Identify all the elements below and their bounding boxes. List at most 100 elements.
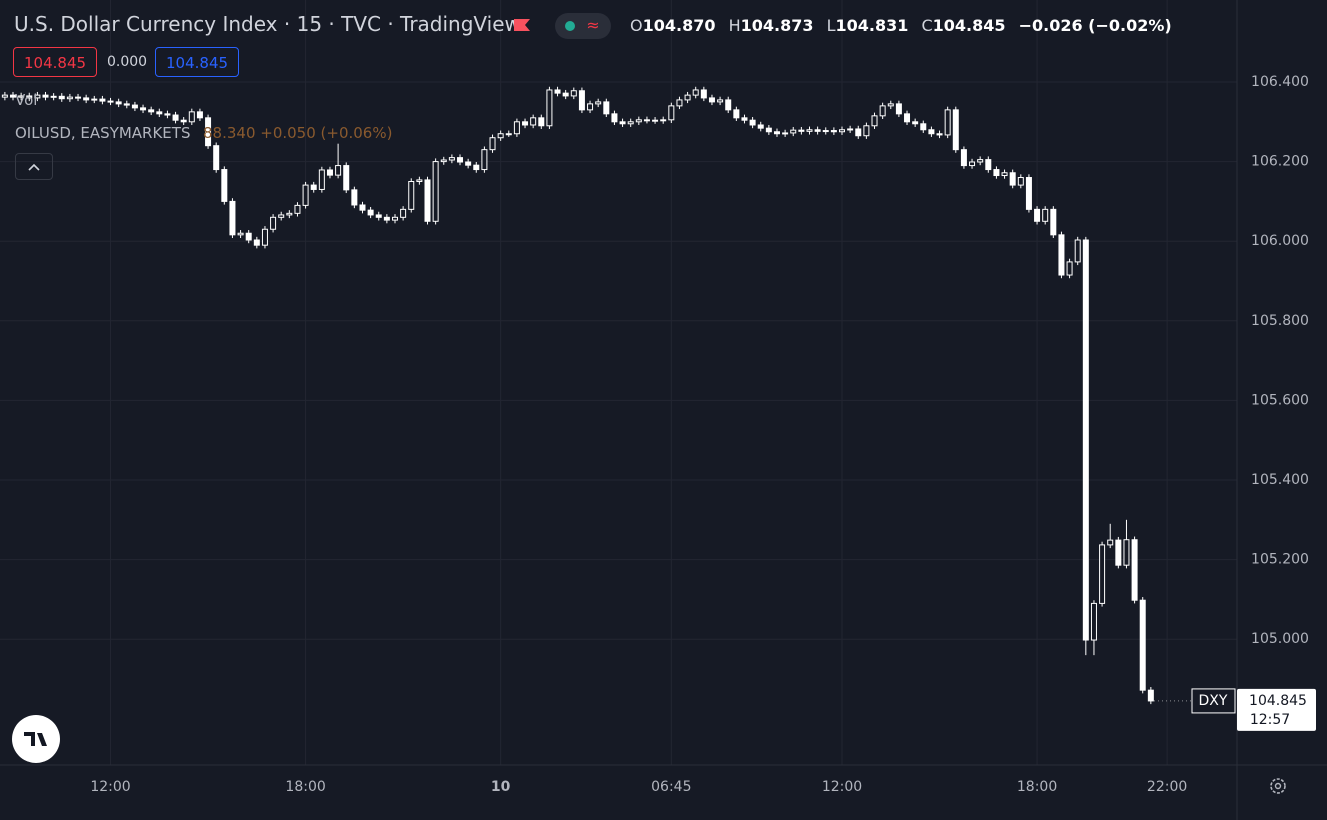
collapse-button[interactable]: [15, 153, 53, 180]
candle-body: [530, 117, 537, 126]
legend-key: H: [728, 16, 741, 35]
candle-body: [205, 117, 212, 147]
candle-body: [627, 121, 634, 125]
candle-body: [692, 89, 699, 96]
buy-button[interactable]: 104.845: [155, 47, 240, 77]
candle-body: [611, 113, 618, 123]
candle-body: [765, 127, 772, 133]
candle-body: [603, 101, 610, 115]
candle-body: [782, 132, 789, 135]
candle-body: [66, 96, 73, 100]
candle-body: [140, 107, 147, 111]
status-pill[interactable]: ≈: [555, 13, 611, 39]
candle-body: [960, 149, 967, 167]
candle-body: [75, 96, 82, 99]
candle-body: [1123, 539, 1130, 566]
candle-body: [977, 159, 984, 163]
candle-body: [343, 165, 350, 191]
candle-body: [1139, 599, 1146, 691]
candle-body: [1115, 539, 1122, 566]
candle-body: [213, 145, 220, 171]
candle-body: [595, 101, 602, 105]
chart-title[interactable]: U.S. Dollar Currency Index · 15 · TVC · …: [14, 12, 521, 36]
candle-body: [229, 200, 236, 236]
candle-body: [18, 95, 25, 98]
candle-body: [489, 137, 496, 151]
candle-body: [635, 119, 642, 123]
price-tag: [1237, 688, 1316, 731]
candle-body: [270, 216, 277, 230]
symbol-tag: [1191, 688, 1236, 714]
compare-symbol[interactable]: OILUSD, EASYMARKETS: [15, 124, 191, 142]
candle-body: [286, 212, 293, 216]
candle-body: [700, 89, 707, 99]
y-tick-label: 106.000: [1251, 233, 1309, 249]
candle-body: [359, 204, 366, 211]
legend-value: 104.873: [740, 16, 814, 35]
candle-body: [481, 149, 488, 171]
candle-body: [887, 103, 894, 107]
candle-body: [830, 130, 837, 133]
candle-body: [448, 157, 455, 161]
candle-body: [253, 239, 260, 246]
candle-body: [562, 92, 569, 97]
candle-body: [440, 159, 447, 163]
candle-body: [1074, 239, 1081, 263]
legend-change: −0.026 (−0.02%): [1018, 16, 1172, 35]
x-tick-label: 18:00: [1017, 779, 1057, 795]
candle-body: [912, 121, 919, 125]
candle-body: [221, 169, 228, 202]
candle-body: [318, 169, 325, 190]
candle-body: [757, 124, 764, 129]
candle-body: [497, 133, 504, 139]
y-tick-label: 105.400: [1251, 472, 1309, 488]
candle-body: [806, 129, 813, 132]
x-tick-label: 22:00: [1147, 779, 1187, 795]
sell-button[interactable]: 104.845: [13, 47, 98, 77]
candle-body: [172, 114, 179, 121]
candle-body: [773, 131, 780, 135]
y-tick-label: 106.400: [1251, 74, 1309, 90]
x-tick-label: 12:00: [822, 779, 862, 795]
candle-body: [1058, 234, 1065, 276]
candle-body: [993, 169, 1000, 177]
candle-body: [164, 113, 171, 116]
candle-body: [855, 128, 862, 137]
candle-body: [188, 111, 195, 123]
candle-body: [538, 117, 545, 127]
candle-body: [790, 129, 797, 134]
candle-body: [10, 94, 17, 98]
logo: [12, 715, 60, 763]
candle-body: [131, 104, 138, 109]
candle-body: [969, 161, 976, 167]
candle-body: [83, 97, 90, 101]
candle-body: [424, 179, 431, 222]
flag-icon[interactable]: [512, 17, 532, 35]
price-tag-countdown: 12:57: [1250, 712, 1290, 728]
candle-body: [196, 111, 203, 119]
candle-body: [367, 209, 374, 216]
candle-body: [278, 214, 285, 218]
candle-body: [294, 204, 301, 214]
candle-body: [326, 169, 333, 176]
candle-body: [684, 94, 691, 101]
candle-body: [91, 98, 98, 101]
candle-body: [148, 109, 155, 113]
legend-value: 104.845: [932, 16, 1006, 35]
candle-body: [643, 119, 650, 122]
settings-icon: [1270, 778, 1286, 794]
candle-body: [1001, 172, 1008, 177]
compare-value: 88.340 +0.050 (+0.06%): [203, 124, 393, 142]
candle-body: [554, 89, 561, 94]
candle-body: [879, 105, 886, 117]
candle-body: [570, 90, 577, 97]
candle-body: [351, 189, 358, 206]
candle-body: [416, 179, 423, 182]
candle-body: [725, 99, 732, 111]
volume-label[interactable]: Vol: [15, 91, 38, 109]
candle-body: [432, 161, 439, 222]
svg-text:≈: ≈: [586, 16, 599, 35]
candle-body: [1017, 177, 1024, 186]
